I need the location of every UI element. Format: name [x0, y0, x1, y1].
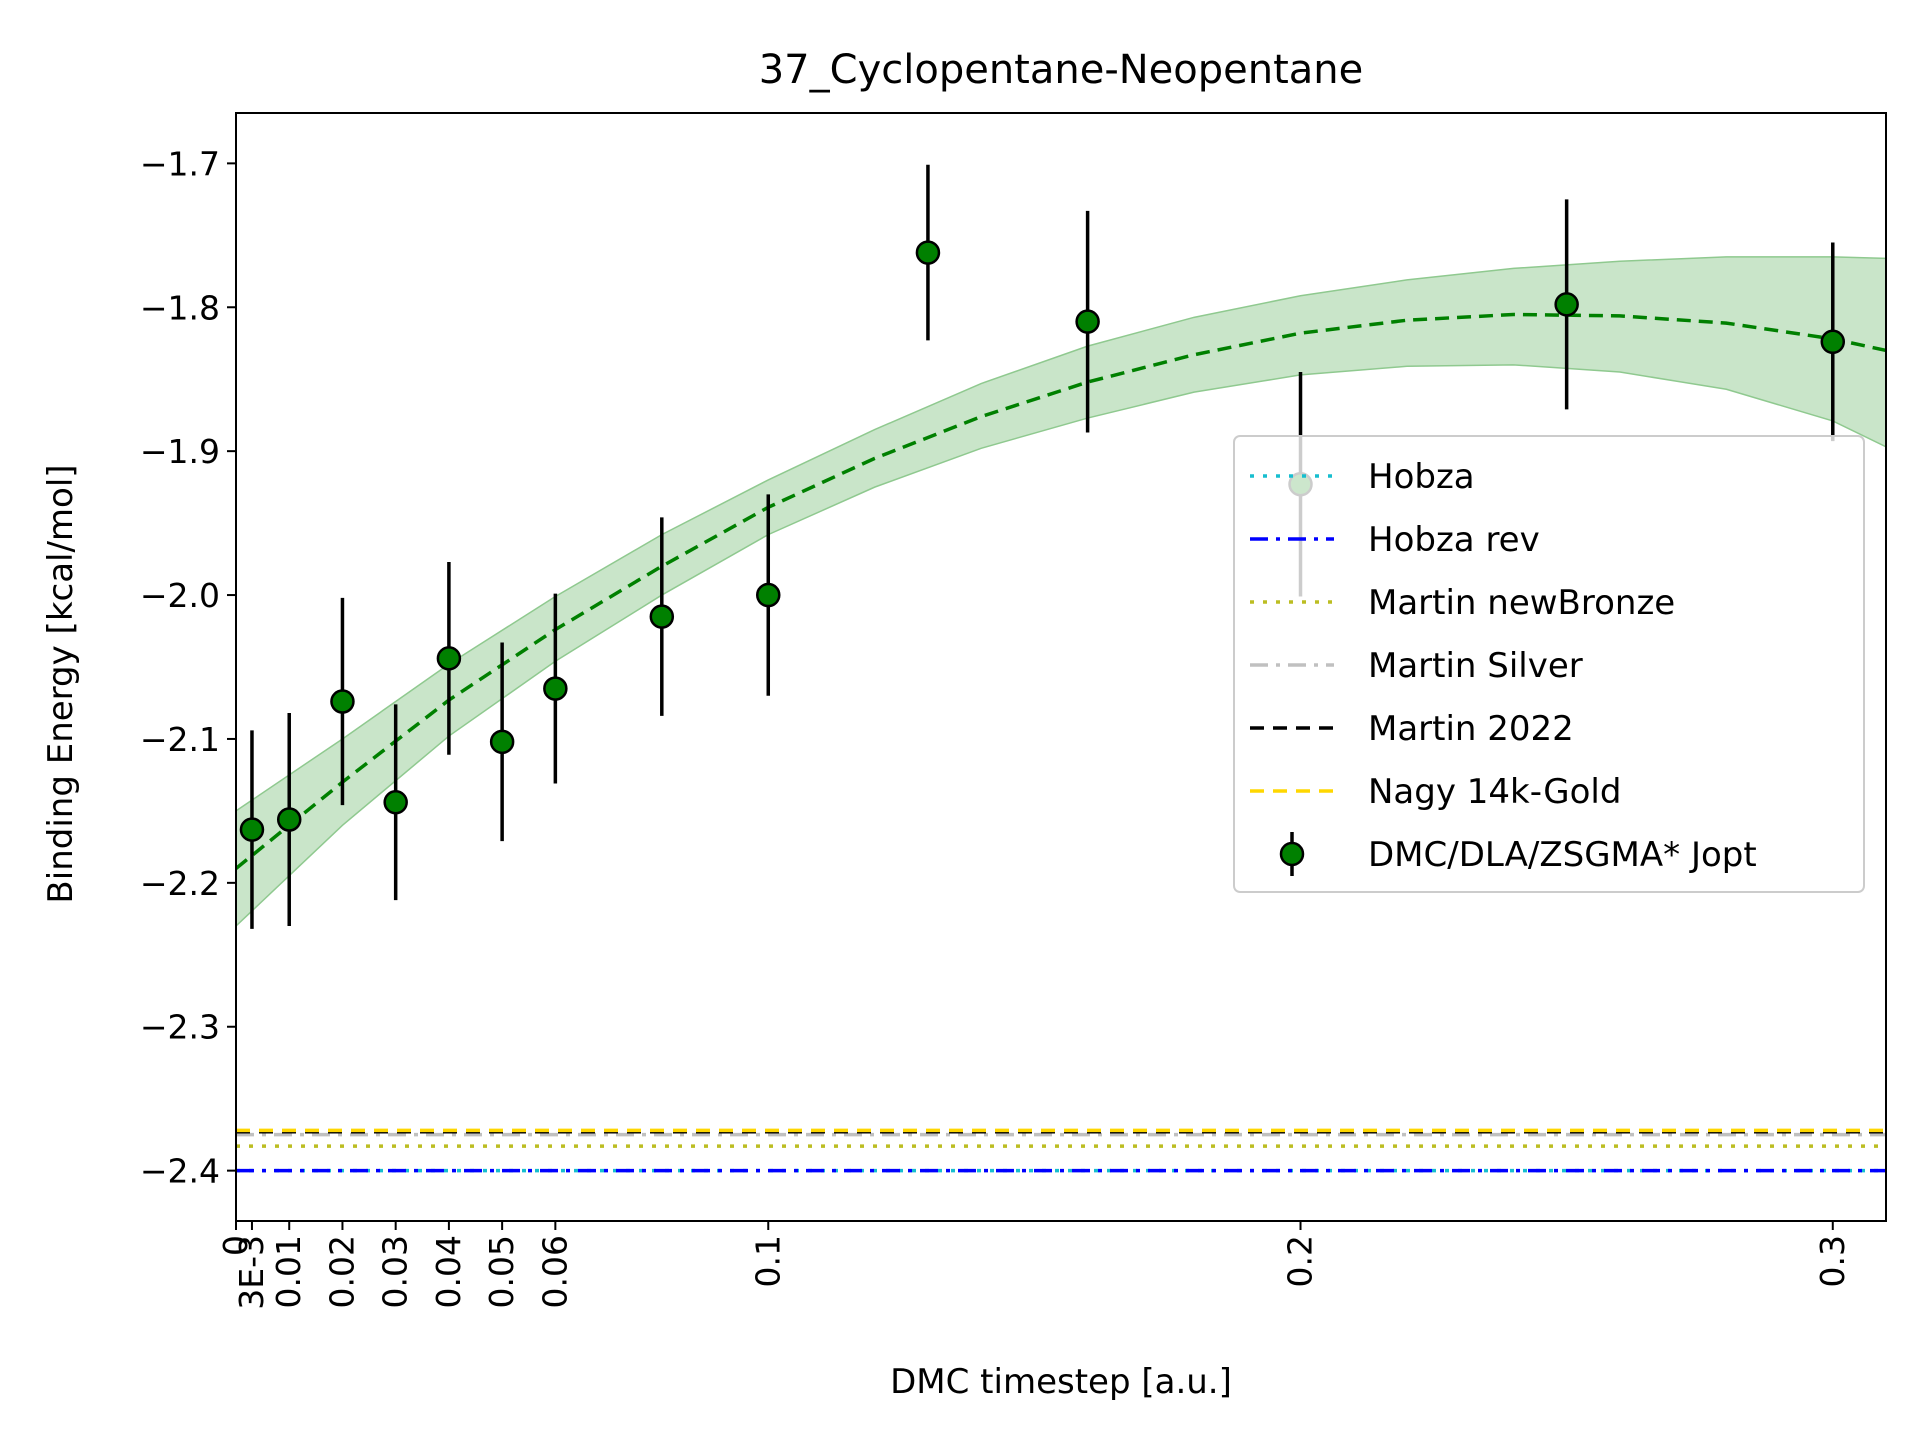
legend: Hobza Hobza rev Martin newBronze Martin Sil… [1233, 435, 1865, 893]
y-axis-label: Binding Energy [kcal/mol] [41, 464, 81, 903]
data-point-group [383, 704, 408, 901]
legend-label: Hobza [1368, 457, 1475, 497]
x-tick-label: 0.05 [482, 1235, 521, 1308]
y-tick-label: −2.1 [140, 720, 220, 759]
data-point [383, 790, 408, 815]
x-tick-label: 0.06 [535, 1235, 574, 1308]
axis-ticks: 03E-30.01 0.02 0.03 0.04 0.05 0.06 0.1 0.2 0.3 −1… [140, 144, 1852, 1309]
x-axis-label: DMC timestep [a.u.] [890, 1362, 1232, 1402]
x-tick-label: 0.03 [376, 1235, 415, 1308]
legend-label: Martin Silver [1368, 646, 1583, 686]
data-point [276, 807, 302, 832]
data-point [330, 689, 355, 714]
axes-frame [235, 112, 1887, 1222]
data-point [1820, 329, 1846, 355]
legend-label: Martin newBronze [1368, 583, 1675, 623]
data-point [436, 646, 462, 671]
x-tick-label: 0.2 [1281, 1235, 1320, 1287]
data-point [649, 604, 675, 629]
x-tick-label: 0.04 [429, 1235, 468, 1308]
chart-title: 37_Cyclopentane-Neopentane [759, 47, 1364, 93]
data-point [915, 240, 941, 265]
y-tick-label: −1.8 [140, 288, 220, 327]
x-tick-label: 0.01 [269, 1235, 308, 1308]
y-tick-label: −2.4 [140, 1152, 220, 1191]
data-point-group [756, 494, 781, 696]
x-tick-label: 0 [216, 1235, 255, 1256]
x-tick-label: 0.1 [748, 1235, 787, 1287]
legend-label: Hobza rev [1368, 520, 1540, 560]
legend-box [1233, 435, 1865, 893]
y-tick-label: −1.9 [140, 432, 220, 471]
data-point-group [915, 164, 941, 341]
fit-curve [236, 312, 1886, 870]
legend-swatch-marker [1279, 841, 1305, 867]
data-point [489, 729, 515, 755]
data-point-group [1554, 199, 1579, 410]
data-point-group [330, 597, 355, 806]
x-tick-label: 3E-3 [232, 1235, 271, 1310]
data-point [239, 817, 265, 842]
data-point [1075, 309, 1100, 334]
x-tick-label: 0.02 [322, 1235, 361, 1308]
data-point-group [436, 561, 462, 755]
data-point-group [239, 730, 265, 929]
y-tick-label: −2.3 [140, 1008, 220, 1047]
data-point-group [1075, 210, 1100, 433]
data-point [756, 582, 781, 608]
plot-area [235, 112, 1887, 1222]
legend-label: DMC/DLA/ZSGMA* Jopt [1368, 835, 1757, 875]
y-tick-label: −2.0 [140, 576, 220, 615]
y-tick-label: −2.2 [140, 864, 220, 903]
legend-label: Nagy 14k-Gold [1368, 772, 1621, 812]
data-point-group [276, 713, 302, 927]
data-point [1554, 292, 1579, 317]
data-point-group [489, 642, 515, 842]
data-point [543, 676, 568, 701]
legend-label: Martin 2022 [1368, 709, 1574, 749]
plot-contents [236, 164, 1886, 1173]
data-point-group [543, 593, 568, 784]
data-point-group [1820, 242, 1846, 442]
y-tick-label: −1.7 [140, 144, 220, 183]
data-point-group [649, 517, 675, 716]
x-tick-label: 0.3 [1813, 1235, 1852, 1287]
